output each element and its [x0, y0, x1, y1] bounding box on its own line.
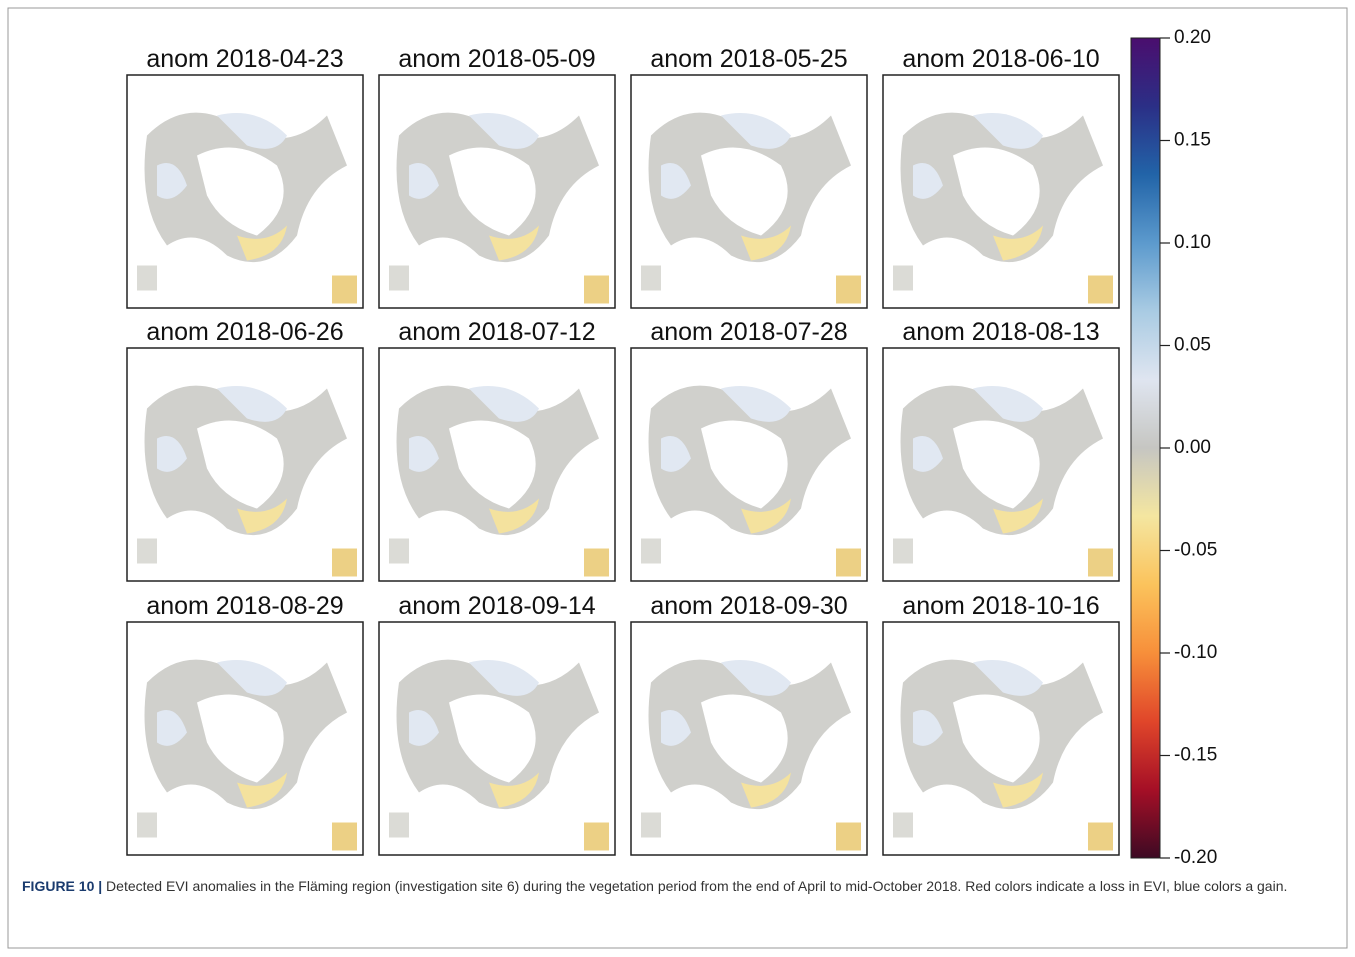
- colorbar-tick-label: -0.20: [1174, 847, 1217, 868]
- panels: anom 2018-04-23 anom 2018-05-09 anom 2018-…: [127, 45, 1119, 855]
- panel-title: anom 2018-06-26: [146, 318, 343, 346]
- colorbar-tick-label: 0.10: [1174, 232, 1211, 253]
- map-image: [389, 386, 609, 577]
- map-image: [137, 113, 357, 304]
- map-image: [137, 660, 357, 851]
- map-image: [137, 386, 357, 577]
- map-image: [893, 660, 1113, 851]
- panel-title: anom 2018-09-14: [398, 592, 595, 620]
- colorbar-tick-label: 0.15: [1174, 130, 1211, 151]
- map-image: [893, 113, 1113, 304]
- colorbar: [1131, 38, 1160, 858]
- panel-title: anom 2018-04-23: [146, 45, 343, 73]
- panel-title: anom 2018-08-13: [902, 318, 1099, 346]
- panel-title: anom 2018-10-16: [902, 592, 1099, 620]
- map-image: [389, 113, 609, 304]
- panel-title: anom 2018-07-12: [398, 318, 595, 346]
- caption-label: FIGURE 10 |: [22, 878, 102, 894]
- panel-title: anom 2018-05-09: [398, 45, 595, 73]
- caption-text: Detected EVI anomalies in the Fläming re…: [102, 878, 1287, 894]
- panel-title: anom 2018-09-30: [650, 592, 847, 620]
- page: {"figure": { "panel_titles": ["anom 2018…: [0, 0, 1355, 957]
- panel-title: anom 2018-08-29: [146, 592, 343, 620]
- panel-title: anom 2018-06-10: [902, 45, 1099, 73]
- colorbar-tick-label: 0.05: [1174, 335, 1211, 356]
- colorbar-ticks: 0.20 0.15 0.10 0.05 0.00 -0.05 -0.10 -0.15 -0.20: [1160, 27, 1217, 868]
- map-image: [641, 386, 861, 577]
- map-image: [893, 386, 1113, 577]
- map-image: [389, 660, 609, 851]
- colorbar-tick-label: -0.15: [1174, 745, 1217, 766]
- colorbar-tick-label: -0.10: [1174, 642, 1217, 663]
- colorbar-tick-label: 0.20: [1174, 27, 1211, 48]
- map-image: [641, 660, 861, 851]
- caption: FIGURE 10 | Detected EVI anomalies in th…: [22, 876, 1332, 897]
- map-image: [641, 113, 861, 304]
- figure: anom 2018-04-23 anom 2018-05-09 anom 2018-…: [0, 0, 1355, 957]
- panel-title: anom 2018-05-25: [650, 45, 847, 73]
- colorbar-tick-label: 0.00: [1174, 437, 1211, 458]
- colorbar-tick-label: -0.05: [1174, 540, 1217, 561]
- panel-title: anom 2018-07-28: [650, 318, 847, 346]
